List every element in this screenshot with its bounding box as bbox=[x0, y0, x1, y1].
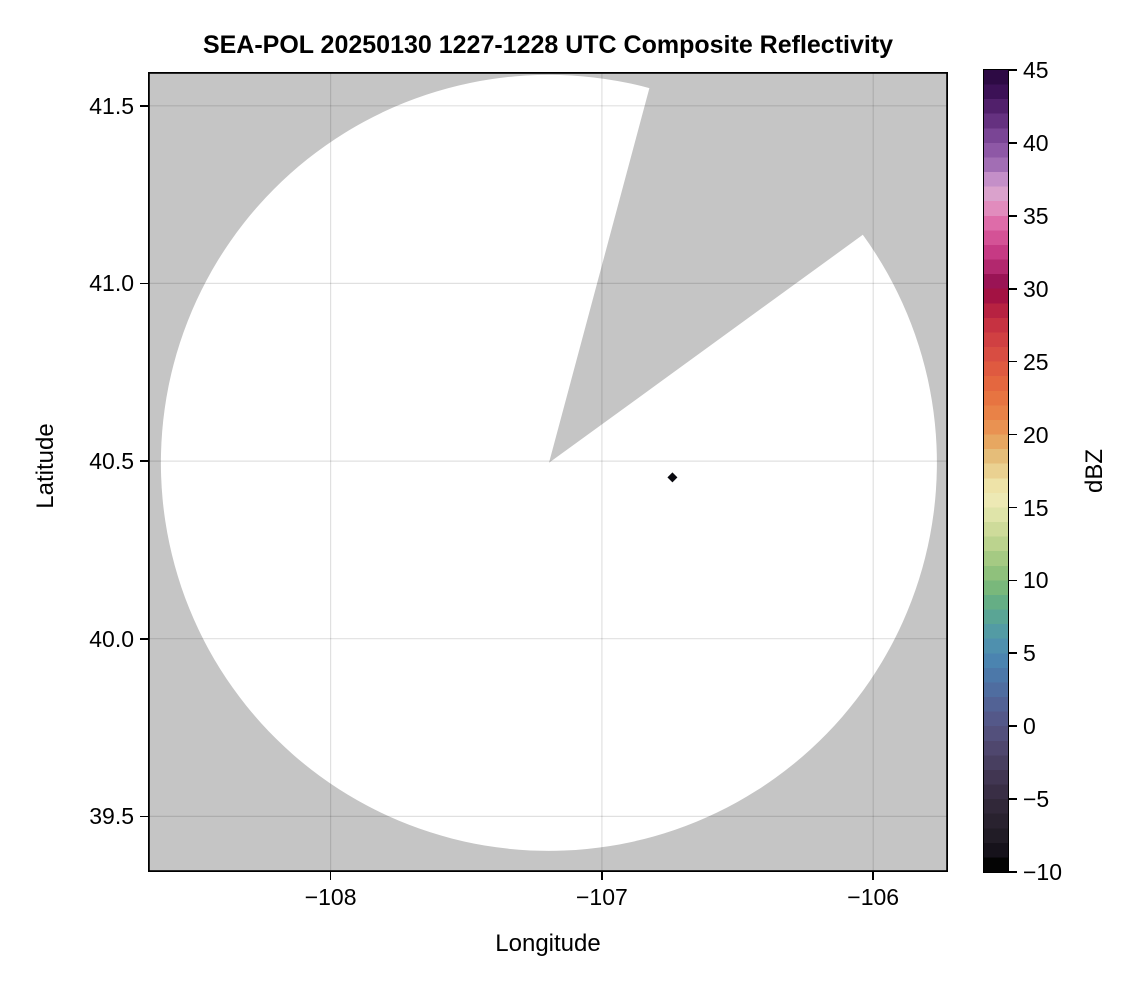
colorbar-tick-mark bbox=[1009, 360, 1017, 363]
colorbar-tick-label: −10 bbox=[1023, 859, 1063, 885]
colorbar-tick-label: 15 bbox=[1023, 494, 1049, 521]
colorbar bbox=[983, 69, 1009, 873]
colorbar-tick-label: 30 bbox=[1023, 275, 1049, 302]
colorbar-tick-label: 5 bbox=[1023, 640, 1036, 667]
y-tick-mark bbox=[140, 282, 148, 285]
echo-point bbox=[667, 472, 678, 483]
plot-area bbox=[147, 71, 949, 873]
x-axis-label: Longitude bbox=[495, 930, 601, 957]
x-tick-label: −107 bbox=[575, 884, 628, 910]
y-tick-mark bbox=[140, 460, 148, 462]
colorbar-tick-mark bbox=[1009, 433, 1017, 436]
colorbar-tick-mark bbox=[1009, 725, 1017, 728]
colorbar-tick-mark bbox=[1009, 506, 1017, 509]
colorbar-label: dBZ bbox=[1081, 448, 1108, 494]
x-tick-mark bbox=[872, 872, 875, 880]
plot-frame bbox=[147, 71, 949, 873]
colorbar-tick-mark bbox=[1009, 142, 1017, 144]
colorbar-tick-mark bbox=[1009, 69, 1017, 71]
x-tick-mark bbox=[601, 872, 603, 880]
y-tick-label: 40.0 bbox=[89, 625, 134, 652]
x-tick-label: −108 bbox=[304, 884, 357, 910]
y-tick-label: 41.5 bbox=[89, 92, 134, 119]
colorbar-tick-label: 45 bbox=[1023, 57, 1049, 83]
colorbar-tick-label: 20 bbox=[1023, 421, 1049, 448]
x-tick-label: −106 bbox=[847, 884, 900, 910]
y-tick-label: 41.0 bbox=[89, 270, 134, 297]
colorbar-tick-mark bbox=[1009, 652, 1017, 655]
radar-coverage-disk bbox=[160, 74, 937, 851]
colorbar-tick-label: 10 bbox=[1023, 567, 1049, 594]
radar-coverage-map bbox=[147, 71, 949, 873]
y-tick-mark bbox=[140, 104, 148, 107]
colorbar-tick-mark bbox=[1009, 287, 1017, 290]
y-tick-label: 40.5 bbox=[89, 448, 134, 475]
colorbar-tick-label: 25 bbox=[1023, 348, 1049, 375]
y-tick-label: 39.5 bbox=[89, 803, 134, 830]
y-tick-mark bbox=[140, 815, 148, 818]
colorbar-tick-mark bbox=[1009, 798, 1017, 800]
y-tick-mark bbox=[140, 637, 148, 640]
colorbar-tick-mark bbox=[1009, 871, 1017, 873]
colorbar-tick-label: 35 bbox=[1023, 202, 1049, 229]
chart-title: SEA-POL 20250130 1227-1228 UTC Composite… bbox=[202, 31, 894, 59]
y-axis-label: Latitude bbox=[32, 423, 59, 509]
colorbar-tick-mark bbox=[1009, 579, 1017, 582]
x-tick-mark bbox=[329, 872, 332, 880]
colorbar-tick-label: 0 bbox=[1023, 713, 1036, 740]
colorbar-tick-label: 40 bbox=[1023, 129, 1049, 156]
colorbar-tick-label: −5 bbox=[1023, 786, 1050, 813]
colorbar-tick-mark bbox=[1009, 214, 1017, 217]
